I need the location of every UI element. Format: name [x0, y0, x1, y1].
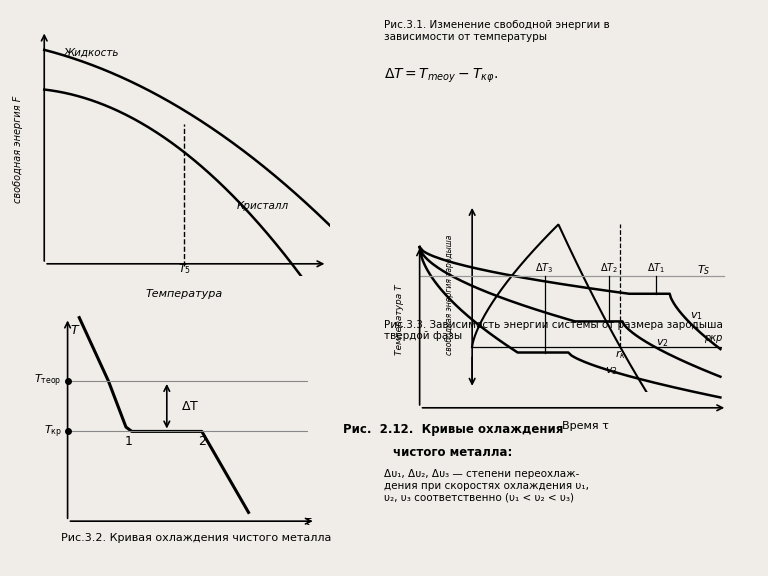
Text: $\Delta T = T_{meoy} - T_{\kappa\varphi}.$: $\Delta T = T_{meoy} - T_{\kappa\varphi}… [384, 66, 498, 85]
Text: $v_3$: $v_3$ [605, 365, 618, 377]
Text: 1: 1 [125, 434, 133, 448]
Text: Рис.3.3. Зависимость энергии системы от размера зародыша
твердой фазы: Рис.3.3. Зависимость энергии системы от … [384, 320, 723, 341]
Text: $T_S$: $T_S$ [697, 263, 710, 277]
Text: $T_{\rm{кр}}$: $T_{\rm{кр}}$ [44, 423, 61, 439]
Text: Жидкость: Жидкость [63, 48, 119, 58]
Text: $T_{\rm{теор}}$: $T_{\rm{теор}}$ [35, 373, 61, 389]
Text: ркр: ркр [703, 333, 722, 343]
Text: Рис.3.1. Изменение свободной энергии в
зависимости от температуры: Рис.3.1. Изменение свободной энергии в з… [384, 20, 610, 42]
Text: Температура: Температура [146, 289, 223, 299]
Text: Время τ: Время τ [561, 420, 609, 430]
Text: Рис.3.2. Кривая охлаждения чистого металла: Рис.3.2. Кривая охлаждения чистого метал… [61, 533, 332, 543]
Text: Δᴜ₁, Δᴜ₂, Δᴜ₃ — степени переохлаж-
дения при скоростях охлаждения υ₁,
υ₂, υ₃ соо: Δᴜ₁, Δᴜ₂, Δᴜ₃ — степени переохлаж- дения… [384, 469, 589, 503]
Text: 2: 2 [198, 434, 206, 448]
Text: Температура T: Температура T [395, 285, 404, 355]
Text: чистого металла:: чистого металла: [393, 446, 513, 460]
Text: T: T [71, 324, 78, 337]
Text: $T_5$: $T_5$ [178, 263, 190, 276]
Text: $\Delta$T: $\Delta$T [181, 400, 200, 413]
Text: Рис.  2.12.  Кривые охлаждения: Рис. 2.12. Кривые охлаждения [343, 423, 563, 437]
Text: $\Delta T_3$: $\Delta T_3$ [535, 262, 554, 275]
Text: $v_2$: $v_2$ [656, 338, 669, 350]
Text: $\Delta T_1$: $\Delta T_1$ [647, 262, 665, 275]
Text: $r_к$: $r_к$ [615, 348, 626, 361]
Text: свободная энергия F: свободная энергия F [13, 96, 23, 203]
Text: свободная энергия зародыша: свободная энергия зародыша [445, 234, 454, 355]
Text: $v_1$: $v_1$ [690, 310, 703, 322]
Text: $\Delta T_2$: $\Delta T_2$ [600, 262, 618, 275]
Text: $\tau$: $\tau$ [303, 515, 313, 528]
Text: Кристалл: Кристалл [237, 200, 289, 211]
